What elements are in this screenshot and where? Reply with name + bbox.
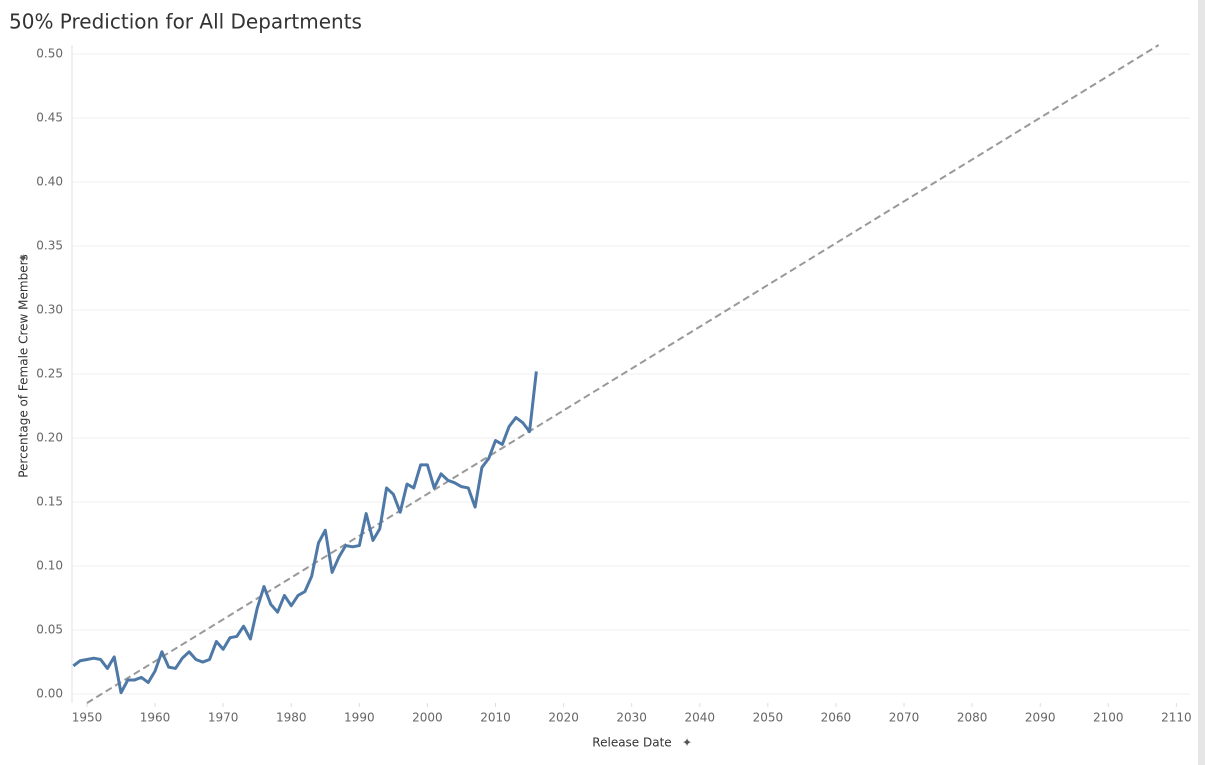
y-tick-label: 0.45 xyxy=(36,110,63,124)
x-tick-label: 1990 xyxy=(344,711,375,725)
x-tick-label: 1980 xyxy=(276,711,307,725)
scrollbar[interactable] xyxy=(1198,0,1205,765)
x-tick-label: 2110 xyxy=(1161,711,1192,725)
x-tick-label: 2000 xyxy=(412,711,443,725)
y-tick-label: 0.10 xyxy=(36,559,63,573)
y-tick-label: 0.35 xyxy=(36,238,63,252)
x-tick-label: 2010 xyxy=(480,711,511,725)
x-tick-label: 2080 xyxy=(957,711,988,725)
x-tick-label: 2100 xyxy=(1093,711,1124,725)
chart-title: 50% Prediction for All Departments xyxy=(9,10,362,34)
pin-icon[interactable]: ✦ xyxy=(682,736,692,750)
y-tick-label: 0.30 xyxy=(36,302,63,316)
y-tick-label: 0.25 xyxy=(36,367,63,381)
x-tick-label: 2020 xyxy=(548,711,579,725)
x-tick-label: 2040 xyxy=(684,711,715,725)
x-axis-title: Release Date xyxy=(592,736,671,750)
x-tick-label: 1970 xyxy=(208,711,239,725)
y-tick-label: 0.40 xyxy=(36,174,63,188)
data-line xyxy=(72,371,538,695)
x-tick-label: 2060 xyxy=(821,711,852,725)
y-tick-label: 0.50 xyxy=(36,46,63,60)
y-axis-title: Percentage of Female Crew Members xyxy=(17,254,31,478)
x-tick-label: 2050 xyxy=(753,711,784,725)
x-tick-label: 1960 xyxy=(140,711,171,725)
y-tick-label: 0.00 xyxy=(36,687,63,701)
y-tick-label: 0.05 xyxy=(36,623,63,637)
x-tick-label: 2030 xyxy=(616,711,647,725)
x-tick-label: 2090 xyxy=(1025,711,1056,725)
pin-icon[interactable]: ✦ xyxy=(17,253,31,263)
x-tick-label: 1950 xyxy=(72,711,103,725)
x-tick-label: 2070 xyxy=(889,711,920,725)
y-tick-label: 0.15 xyxy=(36,495,63,509)
y-tick-label: 0.20 xyxy=(36,431,63,445)
